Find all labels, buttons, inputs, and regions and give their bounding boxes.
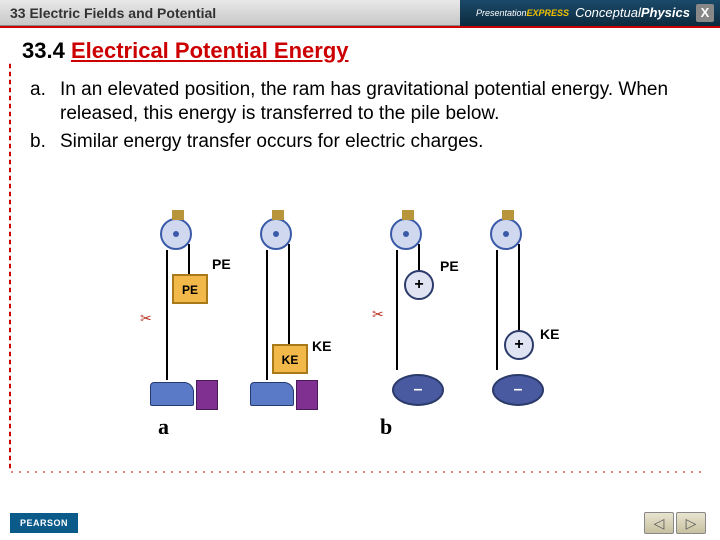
nav-controls: ◁ ▷: [644, 512, 706, 534]
pe-label: PE: [212, 256, 231, 272]
list-text-b: Similar energy transfer occurs for elect…: [60, 130, 483, 154]
charge-minus-icon: –: [492, 374, 544, 406]
ke-label: KE: [312, 338, 331, 354]
brand-conceptual-physics: ConceptualPhysics: [575, 5, 690, 20]
list-item: a. In an elevated position, the ram has …: [30, 78, 670, 126]
rope: [266, 250, 268, 380]
publisher-logo: PEARSON: [10, 513, 78, 533]
charge-minus-icon: –: [392, 374, 444, 406]
list-text-a: In an elevated position, the ram has gra…: [60, 78, 670, 126]
charge-plus-icon: +: [404, 270, 434, 300]
section-title: 33.4 Electrical Potential Energy: [22, 38, 349, 64]
section-number: 33.4: [22, 38, 65, 63]
rope: [288, 244, 290, 350]
charge-plus-icon: +: [504, 330, 534, 360]
figure-label-a: a: [158, 414, 169, 440]
nav-prev-button[interactable]: ◁: [644, 512, 674, 534]
section-name: Electrical Potential Energy: [71, 38, 349, 63]
ke-label: KE: [540, 326, 559, 342]
list-marker-a: a.: [30, 78, 60, 126]
brand-area: PresentationEXPRESS ConceptualPhysics X: [460, 0, 720, 26]
scissors-icon: [142, 314, 160, 326]
chapter-title: 33 Electric Fields and Potential: [0, 5, 460, 21]
rope: [496, 250, 498, 370]
pe-label: PE: [440, 258, 459, 274]
rope: [396, 250, 398, 370]
ke-box: KE: [272, 344, 308, 374]
list-marker-b: b.: [30, 130, 60, 154]
brand-express: PresentationEXPRESS: [476, 8, 569, 18]
dotted-border-left: [8, 62, 12, 470]
pe-box: PE: [172, 274, 208, 304]
anvil-icon: [250, 382, 294, 406]
rope: [166, 250, 168, 380]
pile-post-icon: [196, 380, 218, 410]
anvil-icon: [150, 382, 194, 406]
rope: [518, 244, 520, 338]
list-item: b. Similar energy transfer occurs for el…: [30, 130, 670, 154]
body-text: a. In an elevated position, the ram has …: [30, 78, 670, 157]
figure: PE PE KE KE a + PE – + KE – b: [140, 214, 580, 454]
footer: PEARSON ◁ ▷: [0, 506, 720, 540]
close-icon[interactable]: X: [696, 4, 714, 22]
dotted-border-bottom: [8, 470, 702, 474]
nav-next-button[interactable]: ▷: [676, 512, 706, 534]
pile-post-icon: [296, 380, 318, 410]
scissors-icon: [374, 310, 392, 322]
top-bar: 33 Electric Fields and Potential Present…: [0, 0, 720, 26]
figure-label-b: b: [380, 414, 392, 440]
divider-red: [0, 26, 720, 28]
